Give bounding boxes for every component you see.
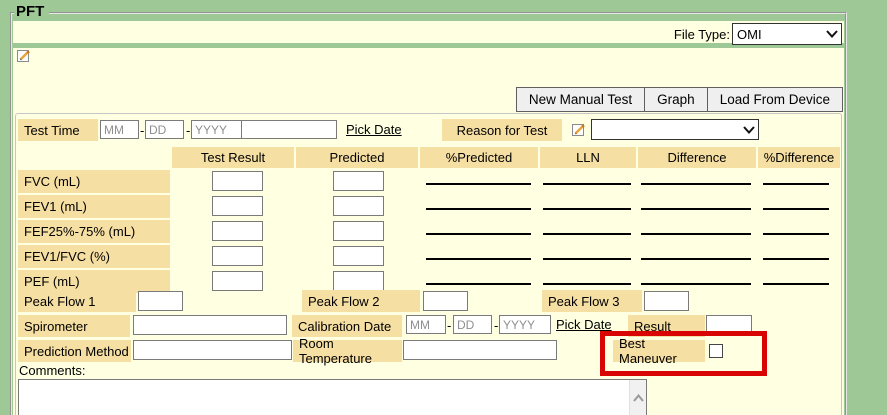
scroll-up-button[interactable] xyxy=(630,389,647,406)
fvc-pct-difference-line xyxy=(763,183,829,185)
row-label-pef: PEF (mL) xyxy=(18,270,170,293)
row-label-fvc: FVC (mL) xyxy=(18,170,170,193)
calibration-pick-date-link[interactable]: Pick Date xyxy=(556,317,612,332)
fev1-pct-difference-line xyxy=(763,208,829,210)
fef-test-result-input[interactable] xyxy=(212,221,263,241)
fvc-difference-line xyxy=(641,183,751,185)
room-temperature-input[interactable] xyxy=(403,340,557,360)
calibration-dd-input[interactable] xyxy=(453,315,492,334)
chevron-down-icon xyxy=(826,30,838,38)
file-type-value: OMI xyxy=(737,26,762,42)
peak-flow-3-input[interactable] xyxy=(644,291,689,311)
row-label-fev1: FEV1 (mL) xyxy=(18,195,170,218)
fvc-lln-line xyxy=(543,183,631,185)
pft-fieldset: PFT File Type: OMI New Manual Test Graph… xyxy=(10,3,847,415)
col-header-pct-predicted: %Predicted xyxy=(420,147,538,168)
peak-flow-2-label: Peak Flow 2 xyxy=(302,290,420,312)
test-time-mm-input[interactable] xyxy=(100,120,139,139)
test-time-label: Test Time xyxy=(18,119,98,141)
pef-predicted-input[interactable] xyxy=(333,271,384,291)
fev1-lln-line xyxy=(543,208,631,210)
prediction-method-input[interactable] xyxy=(133,340,292,360)
fvc-predicted-input[interactable] xyxy=(333,171,384,191)
row-label-fev1-fvc: FEV1/FVC (%) xyxy=(18,245,170,268)
peak-flow-1-label: Peak Flow 1 xyxy=(18,290,136,312)
fef-predicted-input[interactable] xyxy=(333,221,384,241)
toolbar: New Manual Test Graph Load From Device xyxy=(515,87,843,112)
page-title: PFT xyxy=(14,3,50,20)
reason-pencil-icon[interactable] xyxy=(572,123,586,137)
result-input[interactable] xyxy=(706,315,752,335)
date-separator: - xyxy=(186,123,191,138)
file-type-label: File Type: xyxy=(673,26,730,42)
fef-pct-predicted-line xyxy=(426,233,531,235)
red-highlight-annotation xyxy=(600,331,767,376)
chevron-down-icon xyxy=(743,125,755,134)
pef-difference-line xyxy=(641,283,751,285)
new-manual-test-button[interactable]: New Manual Test xyxy=(515,87,646,112)
date-separator: - xyxy=(447,318,452,333)
test-time-time-input[interactable] xyxy=(241,120,337,139)
edit-bar xyxy=(13,48,844,65)
peak-flow-3-label: Peak Flow 3 xyxy=(542,290,642,312)
fef-difference-line xyxy=(641,233,751,235)
fev1fvc-difference-line xyxy=(641,258,751,260)
pef-pct-predicted-line xyxy=(426,283,531,285)
row-label-fef: FEF25%-75% (mL) xyxy=(18,220,170,243)
comments-scrollbar[interactable] xyxy=(629,380,646,415)
calibration-yyyy-input[interactable] xyxy=(499,315,551,334)
calibration-mm-input[interactable] xyxy=(406,315,446,334)
room-temperature-label: Room Temperature xyxy=(293,336,402,366)
fev1fvc-pct-predicted-line xyxy=(426,258,531,260)
col-header-predicted: Predicted xyxy=(296,147,418,168)
test-form-box: Test Time - - Pick Date Reason for Test … xyxy=(15,113,842,415)
fev1fvc-pct-difference-line xyxy=(763,258,829,260)
pef-test-result-input[interactable] xyxy=(212,271,263,291)
pef-pct-difference-line xyxy=(763,283,829,285)
date-separator: - xyxy=(140,123,145,138)
edit-pencil-icon[interactable] xyxy=(17,49,31,63)
test-time-yyyy-input[interactable] xyxy=(191,120,242,139)
fev1-difference-line xyxy=(641,208,751,210)
fef-lln-line xyxy=(543,233,631,235)
calibration-date-label: Calibration Date xyxy=(292,315,402,337)
col-header-lln: LLN xyxy=(540,147,636,168)
graph-button[interactable]: Graph xyxy=(644,87,708,112)
file-type-select[interactable]: OMI xyxy=(732,23,842,45)
load-from-device-button[interactable]: Load From Device xyxy=(706,87,843,112)
fev1-test-result-input[interactable] xyxy=(212,196,263,216)
date-separator: - xyxy=(494,318,499,333)
test-time-dd-input[interactable] xyxy=(145,120,184,139)
reason-for-test-label: Reason for Test xyxy=(442,119,562,141)
fef-pct-difference-line xyxy=(763,233,829,235)
peak-flow-2-input[interactable] xyxy=(423,291,468,311)
chevron-up-icon xyxy=(633,393,644,402)
file-type-bar: File Type: OMI xyxy=(13,21,844,45)
col-header-difference: Difference xyxy=(638,147,756,168)
pef-lln-line xyxy=(543,283,631,285)
fev1-predicted-input[interactable] xyxy=(333,196,384,216)
spirometer-input[interactable] xyxy=(133,315,287,335)
col-header-pct-difference: %Difference xyxy=(758,147,840,168)
prediction-method-label: Prediction Method xyxy=(18,340,131,362)
col-header-test-result: Test Result xyxy=(172,147,294,168)
fev1fvc-test-result-input[interactable] xyxy=(212,246,263,266)
fvc-test-result-input[interactable] xyxy=(212,171,263,191)
reason-for-test-select[interactable] xyxy=(591,119,759,140)
best-maneuver-checkbox[interactable] xyxy=(709,344,723,358)
fev1fvc-predicted-input[interactable] xyxy=(333,246,384,266)
peak-flow-1-input[interactable] xyxy=(138,291,183,311)
fvc-pct-predicted-line xyxy=(426,183,531,185)
pick-date-link[interactable]: Pick Date xyxy=(346,122,402,137)
comments-label: Comments: xyxy=(19,363,86,378)
fev1-pct-predicted-line xyxy=(426,208,531,210)
spirometer-label: Spirometer xyxy=(18,315,130,337)
fev1fvc-lln-line xyxy=(543,258,631,260)
comments-textarea[interactable] xyxy=(18,379,647,415)
best-maneuver-label: Best Maneuver xyxy=(613,336,705,366)
main-panel: New Manual Test Graph Load From Device T… xyxy=(13,65,844,415)
